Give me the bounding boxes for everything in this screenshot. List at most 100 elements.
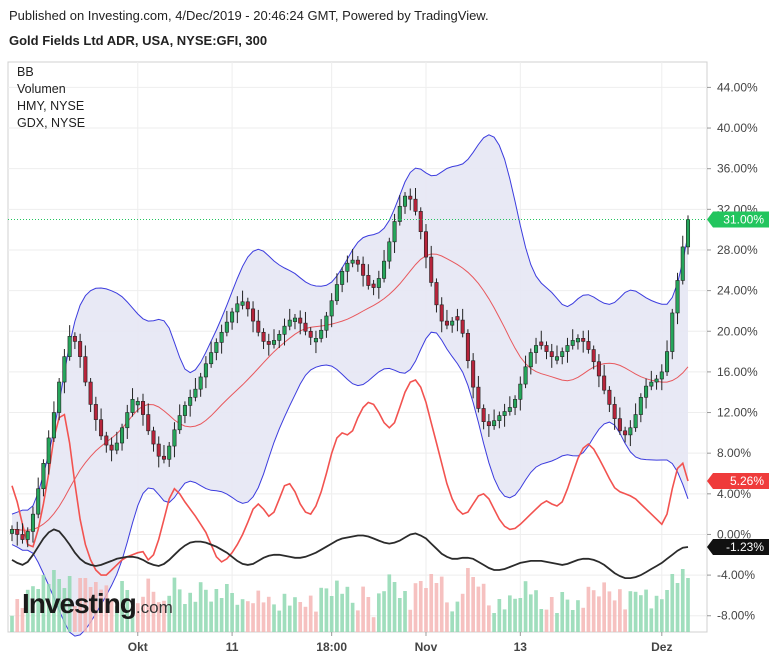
volume-bar xyxy=(251,603,255,632)
candle-body xyxy=(612,404,617,419)
candle-body xyxy=(670,312,675,352)
volume-bar xyxy=(628,591,633,632)
y-tick-label: 0.00% xyxy=(717,527,751,541)
y-tick-label: 24.00% xyxy=(717,284,758,298)
volume-bar xyxy=(570,610,575,632)
candle-body xyxy=(371,283,376,288)
volume-bar xyxy=(424,588,428,632)
volume-bar xyxy=(665,590,669,632)
candle-body xyxy=(623,430,628,436)
candle-body xyxy=(544,345,549,352)
candle-body xyxy=(492,420,497,427)
volume-bar xyxy=(460,593,465,632)
volume-bar xyxy=(492,613,496,632)
volume-bar xyxy=(52,570,56,632)
candle-body xyxy=(298,317,303,324)
candle-body xyxy=(602,375,607,391)
candle-body xyxy=(324,315,329,331)
candle-body xyxy=(182,405,187,416)
volume-bar xyxy=(387,574,392,632)
candle-body xyxy=(570,340,575,346)
candle-body xyxy=(591,349,596,363)
candle-body xyxy=(245,301,250,310)
hmy-line xyxy=(11,379,689,576)
candle-body xyxy=(418,211,423,232)
candle-body xyxy=(198,376,203,390)
volume-bar xyxy=(256,590,261,632)
candle-body xyxy=(146,414,151,432)
volume-bar xyxy=(15,599,20,632)
volume-bar xyxy=(476,586,481,632)
candle-body xyxy=(596,361,601,377)
volume-bar xyxy=(434,583,439,632)
candle-body xyxy=(575,338,580,343)
volume-bar xyxy=(345,586,350,632)
volume-bar xyxy=(612,600,617,632)
candle-body xyxy=(36,488,41,515)
candle-body xyxy=(413,198,418,212)
volume-bar xyxy=(392,582,397,632)
volume-bar xyxy=(146,578,151,632)
volume-bar xyxy=(455,601,460,632)
candle-body xyxy=(251,308,256,322)
volume-bar xyxy=(209,601,213,632)
volume-bar xyxy=(565,599,570,632)
y-tick-label: 8.00% xyxy=(717,446,751,460)
volume-bar xyxy=(597,596,601,632)
volume-bar xyxy=(602,582,606,632)
brand-name: Investing xyxy=(22,588,137,619)
volume-bar xyxy=(156,602,161,632)
volume-bar xyxy=(104,585,109,632)
legend-item-bb[interactable]: BB xyxy=(17,65,34,79)
candle-body xyxy=(423,231,428,258)
candle-body xyxy=(214,342,219,353)
gfi-value-badge-label: 31.00% xyxy=(723,212,764,226)
candle-body xyxy=(554,356,559,361)
candle-body xyxy=(287,319,292,327)
volume-bar xyxy=(282,593,287,632)
candle-body xyxy=(78,341,83,357)
candle-body xyxy=(680,246,685,281)
brand-suffix: .com xyxy=(135,598,173,617)
volume-bar xyxy=(41,575,46,632)
candle-body xyxy=(93,404,98,420)
x-tick-label: Nov xyxy=(415,640,438,654)
volume-bar xyxy=(680,569,685,632)
volume-bar xyxy=(62,588,67,632)
candle-body xyxy=(355,259,360,265)
volume-bar xyxy=(324,588,329,632)
volume-bar xyxy=(120,581,124,632)
legend-item-hmy[interactable]: HMY, NYSE xyxy=(17,99,85,113)
candle-body xyxy=(125,412,130,429)
volume-bar xyxy=(78,578,82,632)
candle-body xyxy=(350,259,355,264)
candle-body xyxy=(403,195,408,207)
volume-bar xyxy=(67,576,72,632)
candle-body xyxy=(203,363,208,378)
volume-bar xyxy=(686,578,690,632)
volume-bar xyxy=(361,586,365,632)
x-tick-label: Dez xyxy=(651,640,672,654)
volume-bar xyxy=(560,592,565,632)
volume-bar xyxy=(502,609,507,632)
legend-item-gdx[interactable]: GDX, NYSE xyxy=(17,116,86,130)
candle-body xyxy=(319,329,324,339)
volume-bar xyxy=(193,601,198,632)
candle-body xyxy=(334,284,339,302)
candle-body xyxy=(120,427,125,444)
candle-body xyxy=(193,388,198,398)
volume-bar xyxy=(528,594,533,632)
candle-body xyxy=(57,381,62,413)
candle-body xyxy=(62,356,67,383)
investing-logo[interactable]: Investing.com xyxy=(22,588,173,620)
candle-body xyxy=(481,408,486,422)
candle-body xyxy=(135,401,140,406)
y-tick-label: 40.00% xyxy=(717,121,758,135)
candle-body xyxy=(30,513,35,532)
candle-body xyxy=(586,341,591,350)
y-tick-label: 20.00% xyxy=(717,324,758,338)
candle-body xyxy=(665,351,670,373)
legend-item-volume[interactable]: Volumen xyxy=(17,82,66,96)
candle-body xyxy=(235,303,240,313)
candle-body xyxy=(649,381,654,387)
